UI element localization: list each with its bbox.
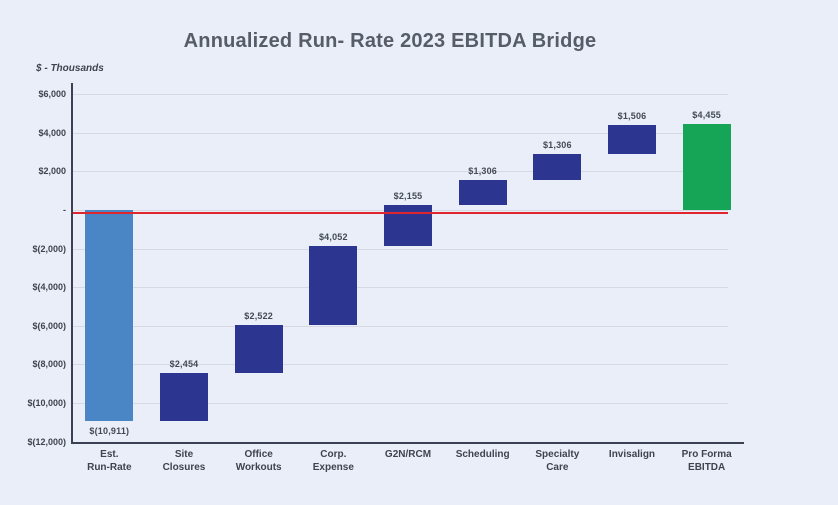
- bar-value-label-g2n-rcm: $2,155: [393, 190, 423, 201]
- bar-value-label-specialty-care: $1,306: [542, 140, 572, 151]
- y-gridline: [73, 287, 728, 289]
- x-category-label-pro-forma-ebitda: Pro Forma EBITDA: [681, 449, 732, 473]
- y-gridline: [73, 403, 728, 404]
- bar-value-label-corp-expense: $4,052: [318, 232, 348, 243]
- chart-title: Annualized Run- Rate 2023 EBITDA Bridge: [183, 30, 597, 52]
- y-tick-label: $(2,000): [32, 243, 66, 254]
- units-label: $ - Thousands: [36, 63, 104, 74]
- bar-value-label-invisalign: $1,506: [617, 111, 647, 122]
- x-category-label-g2n-rcm: G2N/RCM: [384, 449, 432, 460]
- waterfall-bar-specialty-care: [533, 154, 582, 180]
- y-tick-label: $(6,000): [32, 320, 66, 331]
- y-gridline: [73, 132, 728, 134]
- x-category-label-scheduling: Scheduling: [455, 449, 510, 460]
- x-category-label-est-run-rate: Est. Run-Rate: [87, 449, 132, 473]
- y-tick-label: $(4,000): [32, 282, 66, 293]
- y-tick-label: $(12,000): [27, 436, 66, 447]
- x-category-label-invisalign: Invisalign: [608, 449, 656, 460]
- waterfall-bar-pro-forma-ebitda: [682, 124, 731, 210]
- x-category-label-site-closures: Site Closures: [162, 449, 206, 473]
- bar-value-label-est-run-rate: $(10,911): [89, 425, 130, 436]
- x-category-label-specialty-care: Specialty Care: [535, 449, 580, 473]
- y-gridline: [73, 171, 728, 173]
- waterfall-bar-site-closures: [160, 373, 208, 421]
- bar-value-label-office-workouts: $2,522: [244, 310, 274, 321]
- x-category-label-corp-expense: Corp. Expense: [312, 449, 354, 473]
- bar-value-label-pro-forma-ebitda: $4,455: [692, 110, 722, 121]
- waterfall-bar-est-run-rate: [85, 210, 134, 421]
- y-tick-label: -: [63, 205, 66, 215]
- bar-value-label-scheduling: $1,306: [468, 165, 498, 176]
- y-tick-label: $6,000: [38, 89, 66, 100]
- y-tick-label: $4,000: [38, 127, 66, 138]
- y-gridline: [73, 364, 728, 366]
- x-axis-line: [71, 441, 744, 444]
- y-tick-label: $(8,000): [32, 359, 66, 370]
- y-gridline: [73, 94, 728, 96]
- y-gridline: [73, 325, 728, 327]
- y-axis-line: [71, 83, 73, 443]
- y-tick-label: $2,000: [38, 166, 66, 177]
- y-tick-label: $(10,000): [27, 398, 66, 408]
- bar-value-label-site-closures: $2,454: [169, 359, 199, 370]
- waterfall-bar-office-workouts: [234, 324, 283, 374]
- waterfall-bar-scheduling: [458, 179, 507, 205]
- zero-baseline: [73, 211, 728, 214]
- x-category-label-office-workouts: Office Workouts: [235, 449, 282, 473]
- waterfall-bar-invisalign: [608, 125, 656, 155]
- waterfall-bar-corp-expense: [309, 246, 358, 325]
- y-gridline: [73, 248, 728, 250]
